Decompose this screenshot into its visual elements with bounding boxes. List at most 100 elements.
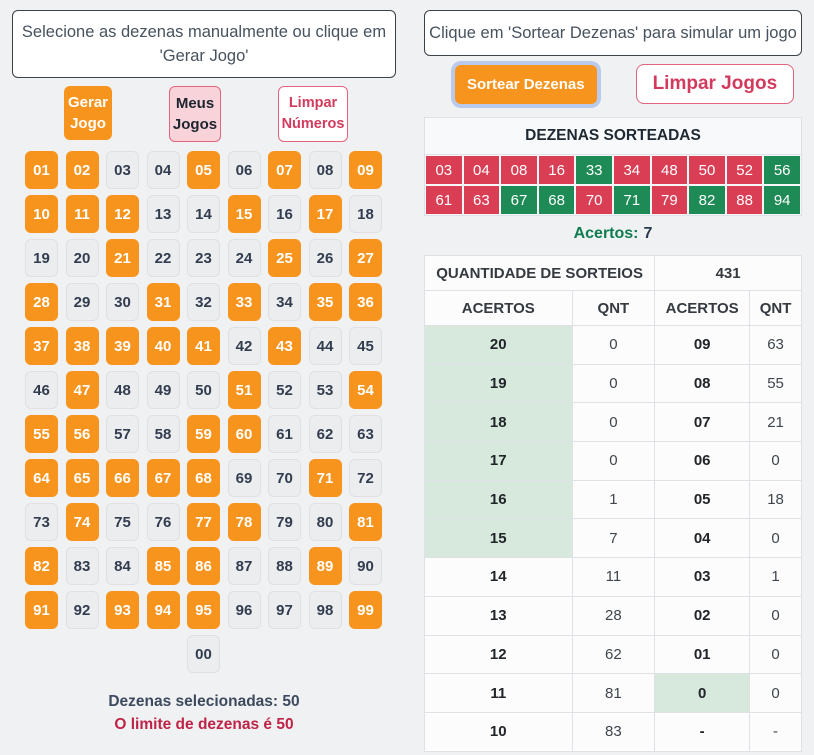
number-cell-60[interactable]: 60: [227, 415, 261, 453]
number-cell-50[interactable]: 50: [187, 371, 220, 409]
number-cell-12[interactable]: 12: [106, 195, 139, 233]
number-cell-09[interactable]: 09: [349, 151, 382, 189]
number-cell-40[interactable]: 40: [146, 327, 180, 365]
number-cell-48[interactable]: 48: [106, 371, 139, 409]
number-cell-81[interactable]: 81: [349, 503, 382, 541]
number-cell-24[interactable]: 24: [227, 239, 261, 277]
number-cell-47[interactable]: 47: [65, 371, 99, 409]
number-cell-99[interactable]: 99: [349, 591, 382, 629]
number-cell-02[interactable]: 02: [65, 151, 99, 189]
number-cell-39[interactable]: 39: [106, 327, 139, 365]
number-cell-28[interactable]: 28: [25, 283, 58, 321]
number-cell-08[interactable]: 08: [308, 151, 342, 189]
number-cell-79[interactable]: 79: [268, 503, 301, 541]
number-cell-35[interactable]: 35: [308, 283, 342, 321]
number-cell-82[interactable]: 82: [25, 547, 58, 585]
number-cell-11[interactable]: 11: [65, 195, 99, 233]
number-cell-53[interactable]: 53: [308, 371, 342, 409]
number-cell-87[interactable]: 87: [227, 547, 261, 585]
number-cell-32[interactable]: 32: [187, 283, 220, 321]
number-cell-66[interactable]: 66: [106, 459, 139, 497]
number-cell-15[interactable]: 15: [227, 195, 261, 233]
number-cell-67[interactable]: 67: [146, 459, 180, 497]
number-cell-76[interactable]: 76: [146, 503, 180, 541]
number-cell-44[interactable]: 44: [308, 327, 342, 365]
number-cell-06[interactable]: 06: [227, 151, 261, 189]
number-cell-41[interactable]: 41: [187, 327, 220, 365]
number-cell-56[interactable]: 56: [65, 415, 99, 453]
number-cell-37[interactable]: 37: [25, 327, 58, 365]
number-cell-38[interactable]: 38: [65, 327, 99, 365]
number-cell-17[interactable]: 17: [308, 195, 342, 233]
number-cell-30[interactable]: 30: [106, 283, 139, 321]
number-cell-21[interactable]: 21: [106, 239, 139, 277]
number-cell-57[interactable]: 57: [106, 415, 139, 453]
number-cell-22[interactable]: 22: [146, 239, 180, 277]
number-cell-69[interactable]: 69: [227, 459, 261, 497]
number-cell-77[interactable]: 77: [187, 503, 220, 541]
number-cell-96[interactable]: 96: [227, 591, 261, 629]
gerar-jogo-button[interactable]: Gerar Jogo: [64, 86, 112, 140]
number-cell-98[interactable]: 98: [308, 591, 342, 629]
number-cell-58[interactable]: 58: [146, 415, 180, 453]
number-cell-89[interactable]: 89: [308, 547, 342, 585]
number-cell-63[interactable]: 63: [349, 415, 382, 453]
number-cell-59[interactable]: 59: [187, 415, 220, 453]
number-cell-49[interactable]: 49: [146, 371, 180, 409]
number-cell-64[interactable]: 64: [25, 459, 58, 497]
number-cell-33[interactable]: 33: [227, 283, 261, 321]
number-cell-05[interactable]: 05: [187, 151, 220, 189]
number-cell-91[interactable]: 91: [25, 591, 58, 629]
number-cell-16[interactable]: 16: [268, 195, 301, 233]
number-cell-26[interactable]: 26: [308, 239, 342, 277]
number-cell-45[interactable]: 45: [349, 327, 382, 365]
number-cell-25[interactable]: 25: [268, 239, 301, 277]
number-cell-31[interactable]: 31: [146, 283, 180, 321]
number-cell-88[interactable]: 88: [268, 547, 301, 585]
number-cell-13[interactable]: 13: [146, 195, 180, 233]
number-cell-00[interactable]: 00: [187, 635, 220, 673]
number-cell-51[interactable]: 51: [227, 371, 261, 409]
number-cell-04[interactable]: 04: [146, 151, 180, 189]
meus-jogos-button[interactable]: Meus Jogos: [169, 86, 221, 142]
number-cell-23[interactable]: 23: [187, 239, 220, 277]
number-cell-68[interactable]: 68: [187, 459, 220, 497]
number-cell-52[interactable]: 52: [268, 371, 301, 409]
number-cell-43[interactable]: 43: [268, 327, 301, 365]
number-cell-84[interactable]: 84: [106, 547, 139, 585]
number-cell-92[interactable]: 92: [65, 591, 99, 629]
number-cell-93[interactable]: 93: [106, 591, 139, 629]
number-cell-42[interactable]: 42: [227, 327, 261, 365]
number-cell-86[interactable]: 86: [187, 547, 220, 585]
number-cell-34[interactable]: 34: [268, 283, 301, 321]
number-cell-03[interactable]: 03: [106, 151, 139, 189]
number-cell-97[interactable]: 97: [268, 591, 301, 629]
number-cell-55[interactable]: 55: [25, 415, 58, 453]
number-cell-78[interactable]: 78: [227, 503, 261, 541]
number-cell-54[interactable]: 54: [349, 371, 382, 409]
number-cell-83[interactable]: 83: [65, 547, 99, 585]
sortear-dezenas-button[interactable]: Sortear Dezenas: [455, 64, 597, 104]
number-cell-46[interactable]: 46: [25, 371, 58, 409]
number-cell-10[interactable]: 10: [25, 195, 58, 233]
number-cell-74[interactable]: 74: [65, 503, 99, 541]
number-cell-62[interactable]: 62: [308, 415, 342, 453]
limpar-jogos-button[interactable]: Limpar Jogos: [635, 64, 795, 104]
number-cell-18[interactable]: 18: [349, 195, 382, 233]
number-cell-80[interactable]: 80: [308, 503, 342, 541]
number-cell-29[interactable]: 29: [65, 283, 99, 321]
number-cell-94[interactable]: 94: [146, 591, 180, 629]
number-cell-70[interactable]: 70: [268, 459, 301, 497]
number-cell-14[interactable]: 14: [187, 195, 220, 233]
number-cell-07[interactable]: 07: [268, 151, 301, 189]
number-cell-90[interactable]: 90: [349, 547, 382, 585]
number-cell-61[interactable]: 61: [268, 415, 301, 453]
number-cell-72[interactable]: 72: [349, 459, 382, 497]
number-cell-65[interactable]: 65: [65, 459, 99, 497]
number-cell-95[interactable]: 95: [187, 591, 220, 629]
number-cell-19[interactable]: 19: [25, 239, 58, 277]
limpar-numeros-button[interactable]: Limpar Números: [278, 86, 348, 142]
number-cell-73[interactable]: 73: [25, 503, 58, 541]
number-cell-20[interactable]: 20: [65, 239, 99, 277]
number-cell-85[interactable]: 85: [146, 547, 180, 585]
